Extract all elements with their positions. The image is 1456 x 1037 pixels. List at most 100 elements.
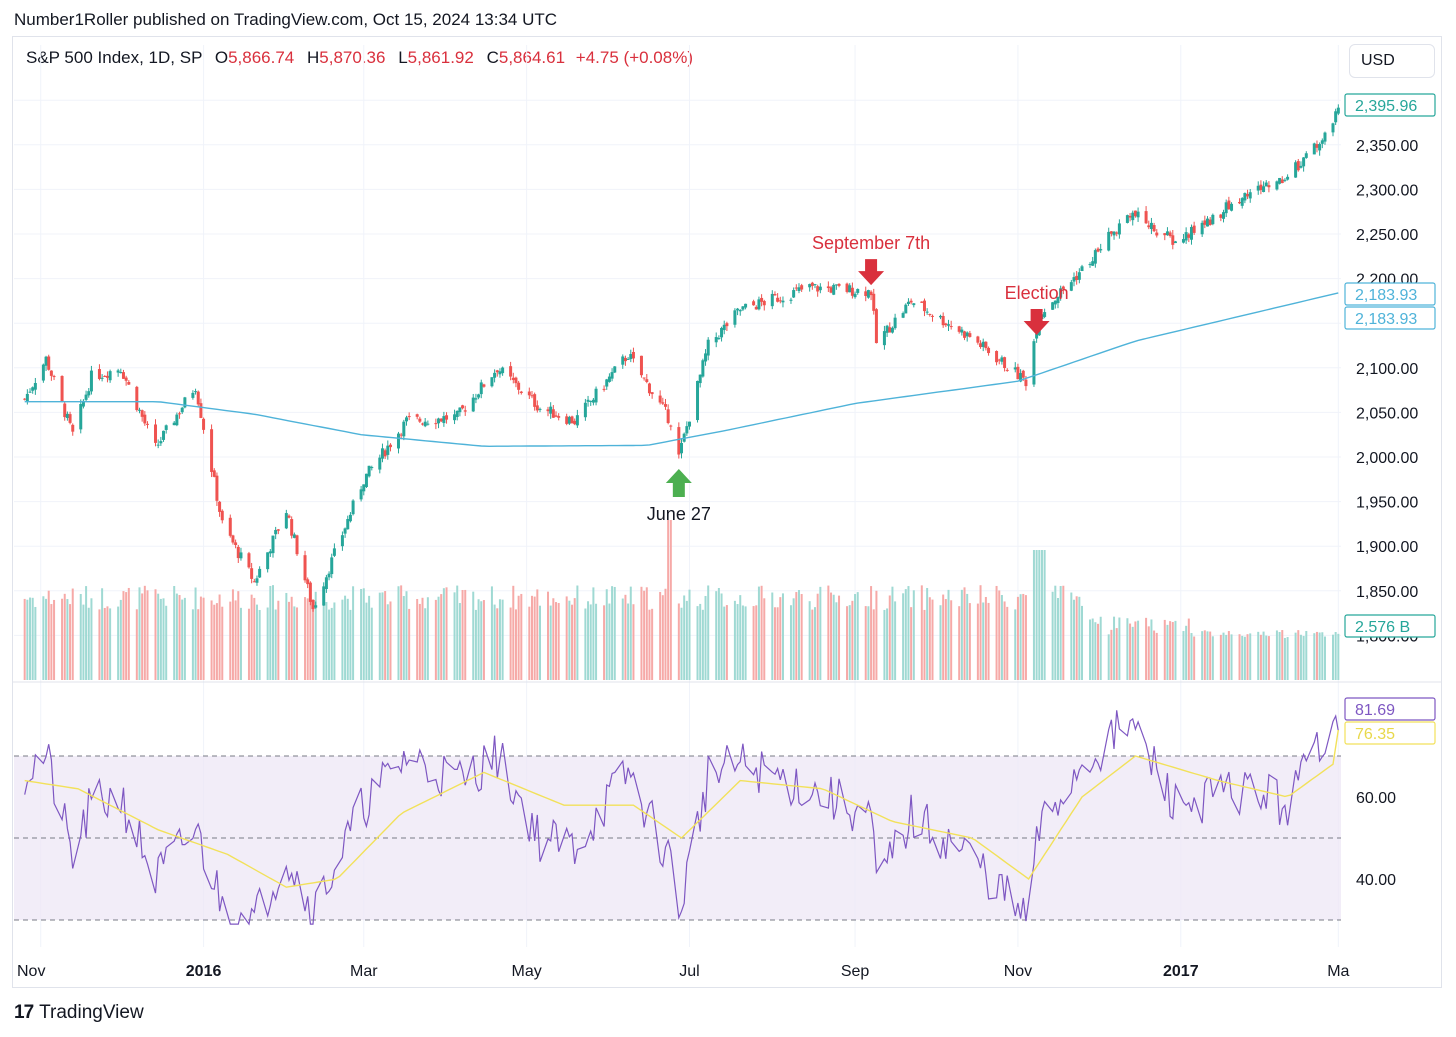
volume-bar xyxy=(490,586,493,680)
volume-bar xyxy=(1275,630,1278,680)
volume-bar xyxy=(352,586,355,680)
candle-body xyxy=(1320,140,1324,144)
volume-bar xyxy=(1241,635,1244,680)
volume-bar xyxy=(1072,599,1075,680)
candle-body xyxy=(1312,143,1316,155)
volume-bar xyxy=(739,595,742,680)
candle-body xyxy=(947,324,951,326)
candle-body xyxy=(49,370,53,376)
volume-bar xyxy=(611,586,614,680)
volume-bar xyxy=(976,603,979,680)
candle-body xyxy=(1248,192,1252,199)
volume-bar xyxy=(1091,618,1094,680)
volume-bar xyxy=(53,599,56,680)
volume-bar xyxy=(250,594,253,680)
candle-body xyxy=(250,568,254,579)
volume-bar xyxy=(907,586,910,680)
volume-bar xyxy=(1230,634,1233,680)
volume-bar xyxy=(496,608,499,680)
volume-bar xyxy=(312,599,315,680)
candle-body xyxy=(647,383,651,394)
candle-body xyxy=(781,300,785,303)
volume-bar xyxy=(218,594,221,680)
candle-body xyxy=(84,394,88,400)
volume-bar xyxy=(29,597,32,680)
candle-body xyxy=(461,405,465,409)
candle-body xyxy=(733,310,737,325)
currency-button[interactable]: USD xyxy=(1349,44,1435,78)
last-price-tag: 2,395.96 xyxy=(1344,93,1436,117)
volume-bar xyxy=(643,590,646,680)
candle-body xyxy=(1259,184,1263,191)
candle-body xyxy=(1117,223,1121,235)
volume-bar xyxy=(661,595,664,680)
symbol-name: S&P 500 Index, 1D, SP xyxy=(26,48,203,67)
symbol-legend: S&P 500 Index, 1D, SP O5,866.74 H5,870.3… xyxy=(26,48,693,68)
volume-bar xyxy=(1081,605,1084,680)
candle-body xyxy=(1080,266,1084,272)
volume-bar xyxy=(162,598,165,680)
volume-bar xyxy=(1169,621,1172,680)
candle-body xyxy=(591,399,595,403)
volume-bar xyxy=(90,598,93,680)
time-axis: Nov 2016 Mar May Jul Sep Nov 2017 Ma xyxy=(17,963,1350,980)
candle-body xyxy=(471,397,475,412)
candle-body xyxy=(1280,179,1284,184)
candle-body xyxy=(1019,373,1023,382)
candle-body xyxy=(439,418,443,422)
volume-bar xyxy=(477,599,480,680)
volume-bar xyxy=(648,609,651,680)
volume-bar xyxy=(117,606,120,680)
volume-bar xyxy=(549,605,552,680)
candle-body xyxy=(364,473,368,488)
candle-body xyxy=(402,421,406,437)
volume-bar xyxy=(247,608,250,680)
candle-body xyxy=(551,409,555,418)
volume-bar xyxy=(1243,636,1246,680)
volume-bar xyxy=(667,520,670,680)
candle-body xyxy=(1115,232,1119,234)
volume-bar xyxy=(725,605,728,680)
volume-bar xyxy=(1174,620,1177,680)
candle-body xyxy=(434,423,438,425)
volume-bar xyxy=(1203,630,1206,680)
candle-body xyxy=(530,395,534,397)
volume-bar xyxy=(285,592,288,680)
candle-body xyxy=(87,391,91,396)
volume-bar xyxy=(1211,636,1214,680)
candle-body xyxy=(813,284,817,286)
candle-body xyxy=(1128,215,1132,218)
candle-body xyxy=(575,415,579,426)
candle-body xyxy=(527,391,531,396)
candle-body xyxy=(108,371,112,381)
candle-body xyxy=(479,382,483,395)
volume-bar xyxy=(1305,630,1308,680)
volume-bar xyxy=(437,596,440,680)
candle-body xyxy=(154,424,158,443)
volume-bar xyxy=(122,591,125,680)
price-tick-label: 1,900.00 xyxy=(1356,539,1418,556)
volume-bar xyxy=(63,593,66,680)
volume-bar xyxy=(159,598,162,680)
volume-bar xyxy=(757,586,760,680)
volume-bar xyxy=(378,592,381,680)
candle-body xyxy=(658,395,662,403)
candle-body xyxy=(121,372,125,379)
volume-bar xyxy=(1193,636,1196,680)
volume-bar xyxy=(416,598,419,680)
candle-body xyxy=(698,374,702,384)
candle-body xyxy=(455,410,459,417)
time-tick-label: Nov xyxy=(1004,963,1032,980)
candle-body xyxy=(252,581,256,583)
candle-body xyxy=(1315,144,1319,148)
volume-bar xyxy=(696,606,699,680)
candle-body xyxy=(1227,200,1231,210)
candle-body xyxy=(832,284,836,295)
candle-body xyxy=(63,403,67,418)
rsi-value-tag: 81.69 xyxy=(1344,697,1436,721)
candle-body xyxy=(963,331,967,338)
volume-bar xyxy=(926,587,929,680)
candle-body xyxy=(220,510,224,521)
volume-bar xyxy=(215,603,218,680)
